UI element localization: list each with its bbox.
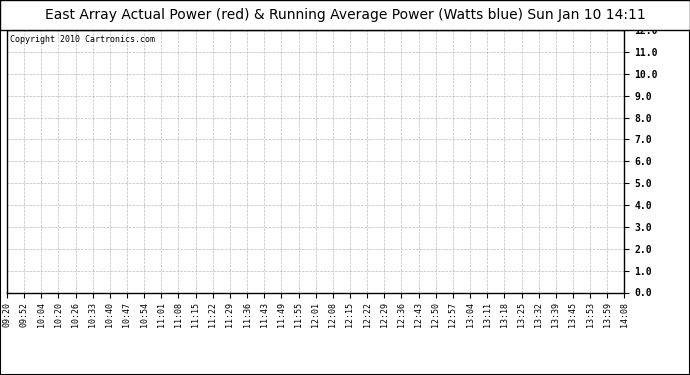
Text: Copyright 2010 Cartronics.com: Copyright 2010 Cartronics.com: [10, 35, 155, 44]
Text: East Array Actual Power (red) & Running Average Power (Watts blue) Sun Jan 10 14: East Array Actual Power (red) & Running …: [45, 11, 645, 25]
Text: East Array Actual Power (red) & Running Average Power (Watts blue) Sun Jan 10 14: East Array Actual Power (red) & Running …: [45, 8, 645, 22]
